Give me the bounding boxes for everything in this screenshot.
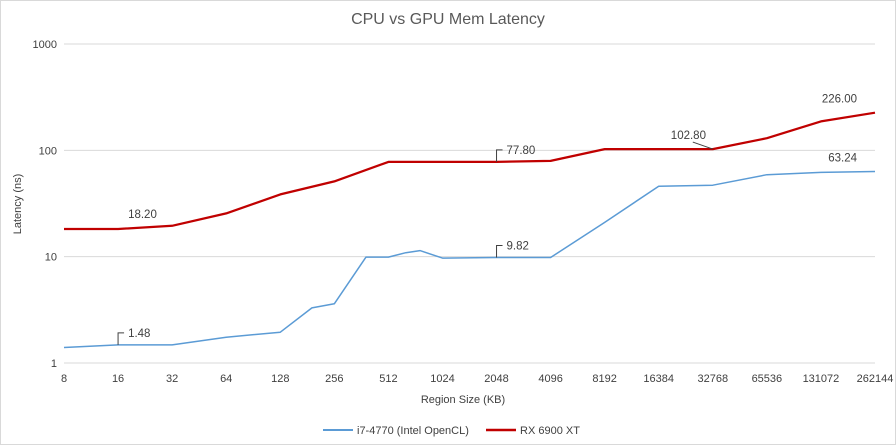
data-label: 63.24 bbox=[828, 152, 857, 164]
leader-line bbox=[117, 332, 125, 345]
x-tick-label: 64 bbox=[220, 373, 232, 385]
x-tick-label: 512 bbox=[379, 373, 397, 385]
x-tick-label: 131072 bbox=[803, 373, 840, 385]
x-axis-label: Region Size (KB) bbox=[421, 394, 505, 406]
leader-line bbox=[692, 141, 713, 150]
series-line-i7-4770 bbox=[63, 170, 876, 349]
x-tick-label: 4096 bbox=[538, 373, 562, 385]
series-line-rx-6900-xt bbox=[64, 111, 876, 231]
x-tick-label: 16384 bbox=[643, 373, 674, 385]
leader-line bbox=[496, 245, 503, 258]
data-labels: 1.48 9.82 63.24 18.20 77.80 102.80 226.00 bbox=[117, 94, 858, 345]
x-tick-label: 32 bbox=[166, 373, 178, 385]
x-tick-label: 256 bbox=[325, 373, 343, 385]
x-tick-label: 8192 bbox=[592, 373, 616, 385]
data-label: 226.00 bbox=[822, 94, 857, 106]
x-tick-label: 16 bbox=[112, 373, 124, 385]
data-label: 18.20 bbox=[128, 209, 157, 221]
x-tick-label: 128 bbox=[271, 373, 289, 385]
y-tick-label: 1000 bbox=[33, 39, 57, 51]
x-tick-label: 8 bbox=[61, 373, 67, 385]
leader-line bbox=[496, 149, 503, 162]
data-label: 9.82 bbox=[507, 241, 529, 253]
x-tick-label: 262144 bbox=[857, 373, 894, 385]
x-tick-label: 2048 bbox=[484, 373, 508, 385]
chart-title: CPU vs GPU Mem Latency bbox=[351, 11, 545, 28]
data-label: 102.80 bbox=[671, 130, 706, 142]
x-axis-ticks: 8 16 32 64 128 256 512 1024 2048 4096 8192 16384 327… bbox=[61, 373, 893, 385]
y-tick-label: 10 bbox=[45, 252, 57, 264]
y-axis-label: Latency (ns) bbox=[12, 174, 24, 235]
gridlines bbox=[64, 43, 875, 364]
legend-entry: i7-4770 (Intel OpenCL) bbox=[357, 425, 469, 437]
legend-entry: RX 6900 XT bbox=[520, 425, 580, 437]
data-label: 77.80 bbox=[507, 145, 536, 157]
y-axis-ticks: 1 10 100 1000 bbox=[33, 39, 57, 370]
y-tick-label: 100 bbox=[39, 145, 57, 157]
x-tick-label: 1024 bbox=[430, 373, 454, 385]
legend: i7-4770 (Intel OpenCL) RX 6900 XT bbox=[323, 425, 580, 437]
x-tick-label: 65536 bbox=[752, 373, 783, 385]
x-tick-label: 32768 bbox=[698, 373, 729, 385]
y-tick-label: 1 bbox=[51, 358, 57, 370]
series-lines bbox=[63, 111, 876, 349]
data-label: 1.48 bbox=[128, 328, 150, 340]
